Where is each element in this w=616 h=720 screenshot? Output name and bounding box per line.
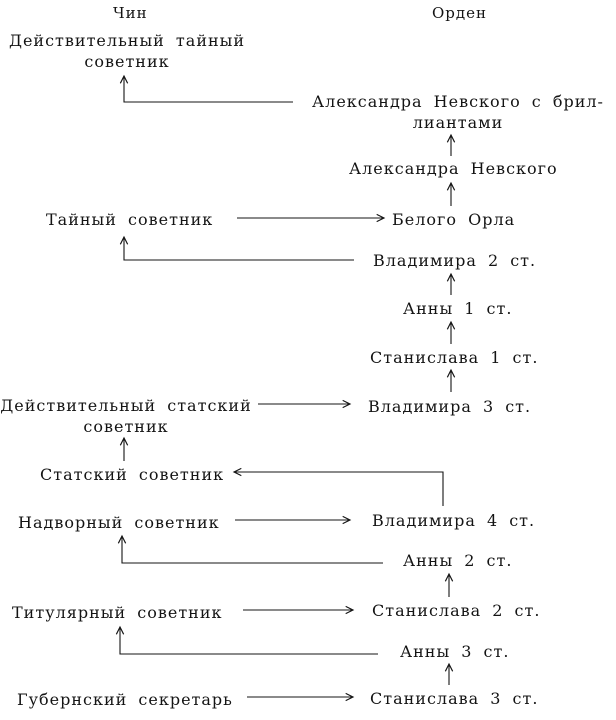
rank-titular-councillor: Титулярный советник — [12, 603, 223, 622]
rank-court-councillor: Надворный советник — [18, 513, 220, 532]
rank-label-line1: Действительный статский — [0, 396, 252, 415]
order-anna-1: Анны 1 ст. — [403, 299, 513, 318]
edge-o9-r5 — [117, 534, 383, 564]
rank-privy-councillor: Тайный советник — [46, 210, 214, 229]
order-alexander-nevsky: Александра Невского — [349, 159, 558, 178]
order-anna-2: Анны 2 ст. — [403, 551, 513, 570]
order-vladimir-4: Владимира 4 ст. — [372, 511, 536, 530]
rank-label-line1: Действительный тайный — [8, 31, 246, 50]
order-stanislav-1: Станислава 1 ст. — [370, 348, 539, 367]
column-header-rank: Чин — [113, 4, 148, 22]
edge-o1-r1 — [119, 74, 293, 103]
order-vladimir-3: Владимира 3 ст. — [368, 397, 532, 416]
order-stanislav-3: Станислава 3 ст. — [370, 689, 539, 708]
rank-provincial-secretary: Губернский секретарь — [17, 690, 233, 709]
order-label-line2: лиантами — [412, 113, 504, 132]
column-header-order: Орден — [432, 4, 488, 22]
rank-label-line2: советник — [84, 52, 170, 71]
rank-actual-privy-councillor: Действительный тайный советник — [6, 30, 248, 72]
rank-label-line2: советник — [83, 417, 169, 436]
order-vladimir-2: Владимира 2 ст. — [373, 251, 537, 270]
rank-actual-state-councillor: Действительный статский советник — [0, 395, 252, 437]
order-label-line1: Александра Невского с брил- — [312, 92, 604, 111]
edge-o8-r4 — [232, 467, 444, 506]
edge-o4-r2 — [119, 235, 354, 261]
order-white-eagle: Белого Орла — [392, 210, 516, 229]
order-alexander-nevsky-diamonds: Александра Невского с брил- лиантами — [308, 91, 608, 133]
order-stanislav-2: Станислава 2 ст. — [372, 601, 541, 620]
rank-state-councillor: Статский советник — [40, 465, 225, 484]
edge-o11-r6 — [115, 625, 378, 655]
order-anna-3: Анны 3 ст. — [400, 642, 510, 661]
